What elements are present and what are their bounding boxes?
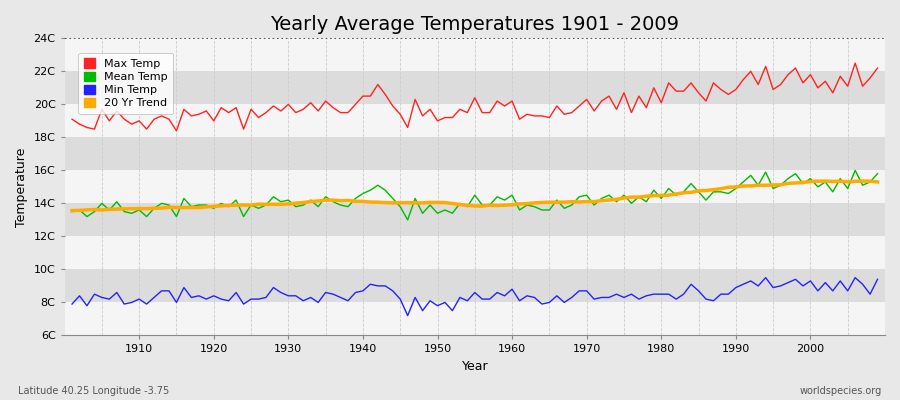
Text: worldspecies.org: worldspecies.org <box>800 386 882 396</box>
Legend: Max Temp, Mean Temp, Min Temp, 20 Yr Trend: Max Temp, Mean Temp, Min Temp, 20 Yr Tre… <box>78 53 173 114</box>
Bar <box>65 170 885 203</box>
Bar <box>65 38 885 71</box>
Text: Latitude 40.25 Longitude -3.75: Latitude 40.25 Longitude -3.75 <box>18 386 169 396</box>
Y-axis label: Temperature: Temperature <box>15 147 28 226</box>
Bar <box>65 236 885 269</box>
Bar <box>65 71 885 104</box>
Bar <box>65 104 885 137</box>
Bar <box>65 302 885 336</box>
Bar <box>65 203 885 236</box>
X-axis label: Year: Year <box>462 360 488 373</box>
Title: Yearly Average Temperatures 1901 - 2009: Yearly Average Temperatures 1901 - 2009 <box>270 15 680 34</box>
Bar <box>65 137 885 170</box>
Bar <box>65 269 885 302</box>
